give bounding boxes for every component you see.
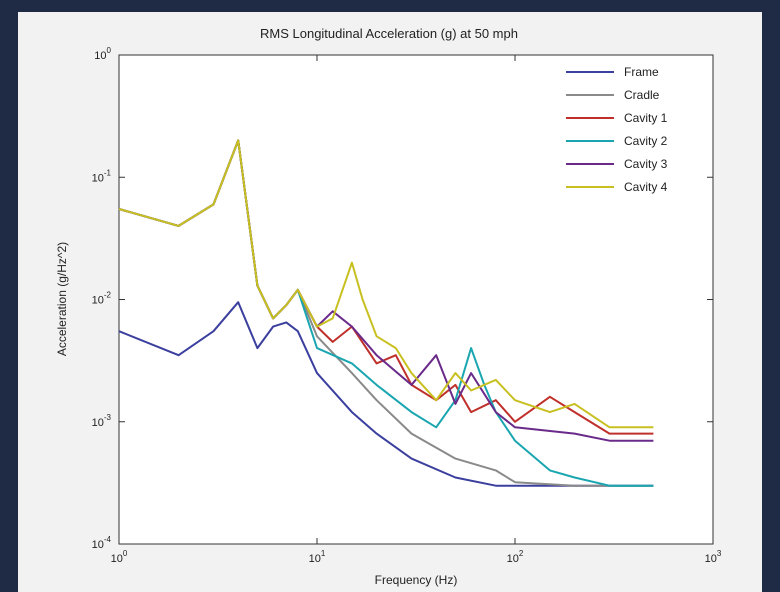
- legend: Frame Cradle Cavity 1 Cavity 2 Cavity 3 Cavit…: [559, 59, 703, 207]
- legend-label-cavity-1: Cavity 1: [624, 111, 668, 125]
- y-tick-label: 10-2: [92, 291, 112, 307]
- line-chart: RMS Longitudinal Acceleration (g) at 50 …: [55, 26, 722, 587]
- series-layer: [118, 139, 654, 487]
- legend-label-cavity-2: Cavity 2: [624, 134, 668, 148]
- figure-frame: RMS Longitudinal Acceleration (g) at 50 …: [18, 12, 762, 592]
- y-tick-label: 10-1: [92, 168, 112, 184]
- x-tick-label: 100: [111, 549, 128, 565]
- y-axis-label: Acceleration (g/Hz^2): [55, 242, 69, 356]
- x-axis-label: Frequency (Hz): [375, 573, 458, 587]
- series-line-cavity-4: [118, 139, 654, 429]
- legend-label-frame: Frame: [624, 65, 659, 79]
- x-tick-label: 102: [507, 549, 524, 565]
- legend-box: [559, 59, 703, 207]
- axis-ticks: 100 101 102 103 10-4 10-3 10-2 10-1 100: [92, 46, 722, 565]
- chart-title: RMS Longitudinal Acceleration (g) at 50 …: [260, 26, 518, 41]
- legend-label-cavity-3: Cavity 3: [624, 157, 668, 171]
- x-tick-label: 103: [705, 549, 722, 565]
- series-line-frame: [118, 301, 654, 487]
- legend-label-cavity-4: Cavity 4: [624, 180, 668, 194]
- x-tick-label: 101: [309, 549, 326, 565]
- y-tick-label: 10-3: [92, 413, 112, 429]
- y-tick-label: 10-4: [92, 535, 112, 551]
- y-tick-label: 100: [94, 46, 111, 62]
- legend-label-cradle: Cradle: [624, 88, 660, 102]
